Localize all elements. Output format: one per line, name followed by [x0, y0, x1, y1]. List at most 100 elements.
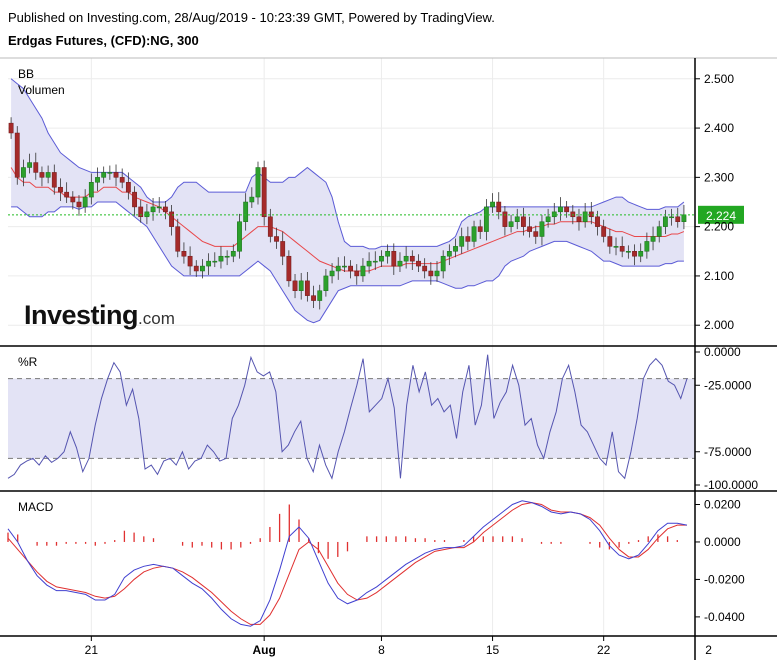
- candle-up: [95, 177, 100, 183]
- candle-down: [70, 196, 76, 203]
- macd-axis-label: 0.0200: [704, 497, 741, 511]
- price-axis-label: 2.400: [704, 121, 734, 135]
- candle-up: [453, 246, 458, 252]
- candle-down: [619, 246, 625, 252]
- macd-axis-label: 0.0000: [704, 535, 741, 549]
- candle-down: [428, 270, 434, 277]
- panel-label-bb: BB: [18, 67, 35, 81]
- candle-down: [169, 211, 174, 227]
- candle-down: [465, 236, 471, 242]
- candle-up: [360, 265, 366, 277]
- macd-line: [7, 500, 688, 627]
- last-price-label: 2.224: [706, 209, 736, 223]
- time-axis-label: 8: [378, 643, 385, 657]
- panel-label-volume: Volumen: [18, 83, 65, 97]
- candle-down: [527, 226, 533, 232]
- candle-down: [286, 255, 292, 282]
- candle-down: [292, 280, 298, 291]
- candle-down: [125, 182, 131, 193]
- bb-band-fill: [11, 78, 684, 323]
- candle-up: [471, 226, 477, 242]
- candle-down: [311, 295, 316, 301]
- candle-down: [409, 255, 415, 262]
- candle-up: [88, 182, 94, 198]
- candle-up: [206, 260, 212, 267]
- candle-down: [132, 191, 137, 208]
- time-axis-label: Aug: [253, 643, 276, 657]
- candle-down: [422, 265, 428, 272]
- candle-up: [514, 216, 520, 222]
- candle-up: [372, 260, 378, 263]
- last-price-tag: [698, 205, 744, 224]
- candle-up: [385, 251, 391, 257]
- candle-up: [249, 196, 255, 203]
- candle-down: [162, 206, 168, 213]
- logo-text: Investing: [24, 300, 139, 330]
- candle-up: [662, 216, 668, 227]
- candle-down: [193, 265, 199, 272]
- candle-up: [483, 206, 489, 232]
- candle-up: [613, 246, 619, 248]
- panel-label-macd: MACD: [18, 500, 54, 514]
- candle-up: [379, 255, 384, 262]
- candle-down: [181, 251, 187, 257]
- candle-up: [656, 226, 662, 237]
- candle-down: [632, 251, 637, 257]
- wr-axis-label: -75.0000: [704, 445, 752, 459]
- candle-up: [508, 221, 514, 227]
- candle-up: [490, 201, 495, 208]
- candle-up: [224, 255, 230, 258]
- candle-up: [545, 216, 551, 222]
- candle-down: [8, 122, 14, 134]
- candle-up: [101, 172, 107, 178]
- candle-up: [230, 251, 236, 257]
- candle-down: [274, 236, 279, 242]
- candle-up: [582, 211, 588, 222]
- instrument-title: Erdgas Futures, (CFD):NG, 300: [8, 33, 199, 48]
- price-axis-label: 2.000: [704, 318, 734, 332]
- candle-down: [39, 172, 45, 178]
- logo-suffix: .com: [138, 309, 175, 328]
- candle-down: [261, 167, 267, 218]
- candle-up: [323, 275, 329, 291]
- wr-axis-label: -25.0000: [704, 378, 752, 392]
- candle-up: [298, 280, 304, 291]
- candle-down: [521, 216, 526, 227]
- candle-down: [416, 260, 421, 267]
- candle-up: [317, 290, 323, 301]
- candle-up: [459, 236, 465, 247]
- candle-up: [397, 260, 403, 267]
- candle-down: [113, 172, 119, 178]
- candle-down: [595, 216, 600, 227]
- candle-down: [502, 211, 508, 227]
- candle-up: [212, 260, 218, 263]
- macd-axis-label: -0.0200: [704, 572, 745, 586]
- candle-down: [304, 280, 310, 296]
- wr-line: [7, 354, 688, 480]
- candle-down: [14, 132, 20, 178]
- investing-logo: Investing.com: [24, 300, 175, 331]
- macd-axis-label: -0.0400: [704, 610, 745, 624]
- candle-up: [539, 221, 545, 237]
- candle-up: [237, 221, 242, 252]
- candle-up: [434, 270, 440, 277]
- candle-down: [51, 172, 57, 188]
- bb-upper-line: [10, 78, 685, 250]
- candle-up: [669, 216, 674, 219]
- candle-up: [638, 251, 644, 257]
- candle-up: [21, 167, 26, 178]
- candle-down: [138, 206, 144, 218]
- candle-up: [644, 241, 650, 252]
- candle-down: [267, 216, 273, 237]
- candle-down: [391, 251, 397, 267]
- price-axis-label: 2.300: [704, 170, 734, 184]
- candle-up: [107, 172, 113, 174]
- candle-down: [607, 236, 613, 247]
- candle-up: [446, 251, 452, 257]
- candle-down: [564, 206, 570, 213]
- candle-up: [27, 162, 33, 168]
- wr-band-fill: [8, 378, 695, 459]
- candle-up: [200, 265, 205, 272]
